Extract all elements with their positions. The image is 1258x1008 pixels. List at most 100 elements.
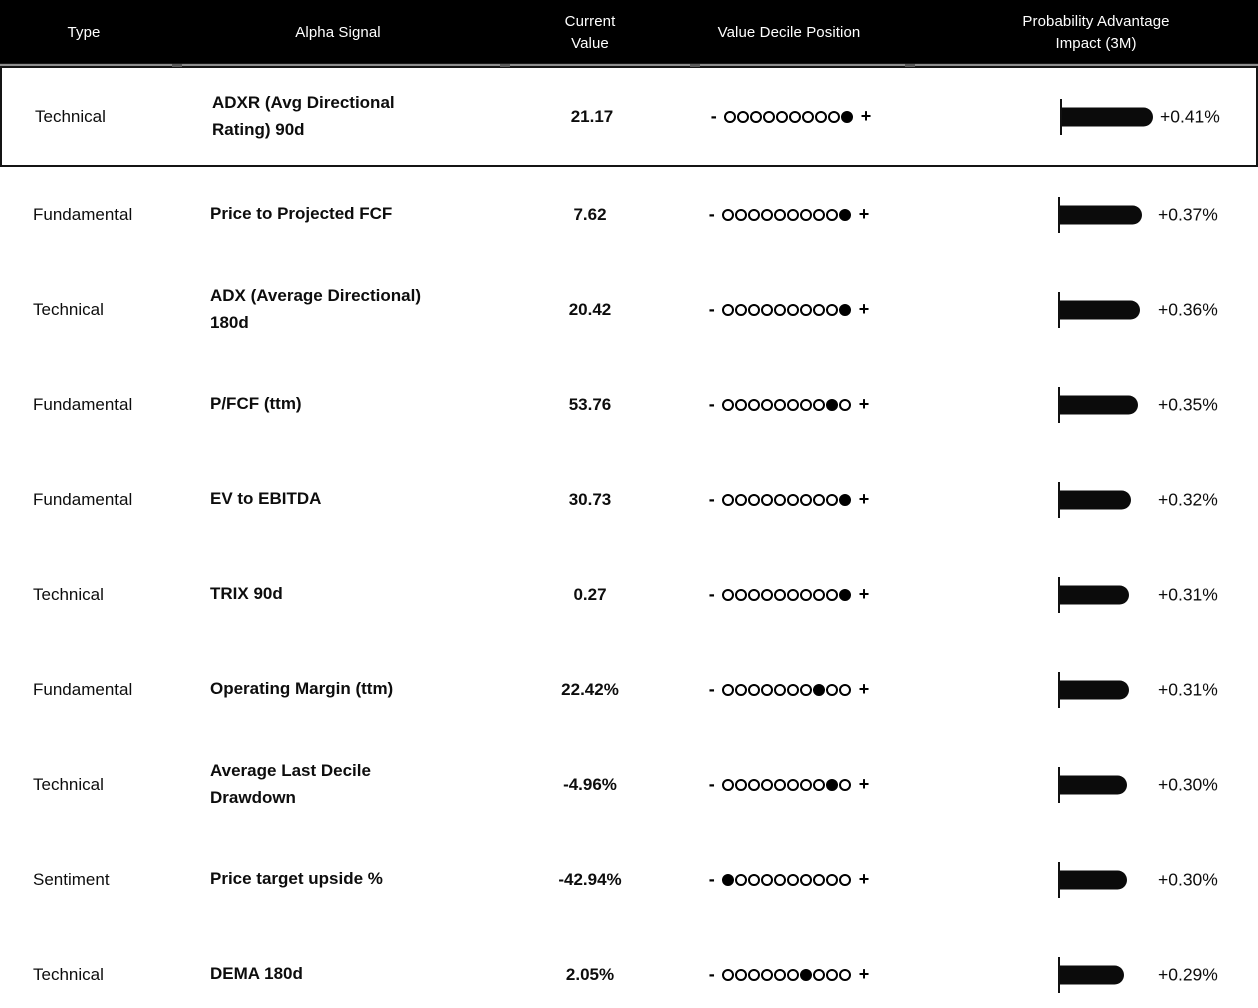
impact-bar xyxy=(1060,300,1140,319)
decile-dots xyxy=(722,873,852,886)
decile-dot xyxy=(761,208,774,221)
signal-label: Average Last Decile Drawdown xyxy=(210,761,371,807)
decile-plus-icon: + xyxy=(858,394,870,414)
decile-dot xyxy=(748,588,761,601)
decile-dot-filled xyxy=(800,968,813,981)
impact-value: +0.30% xyxy=(1158,774,1218,794)
decile-dot xyxy=(774,588,787,601)
type-cell: Technical xyxy=(0,775,168,795)
decile-indicator: - + xyxy=(709,869,870,890)
decile-dot xyxy=(737,110,750,123)
decile-dot xyxy=(800,208,813,221)
table-row[interactable]: Fundamental EV to EBITDA 30.73 - + +0.32… xyxy=(0,452,1258,547)
decile-dot xyxy=(774,303,787,316)
decile-dot-filled xyxy=(839,303,852,316)
decile-dot xyxy=(800,588,813,601)
signal-cell: Operating Margin (ttm) xyxy=(168,676,508,702)
decile-minus-icon: - xyxy=(708,299,715,319)
table-row[interactable]: Technical DEMA 180d 2.05% - + +0.29% xyxy=(0,927,1258,1008)
impact-bar xyxy=(1060,775,1127,794)
current-value: 20.42 xyxy=(568,299,612,319)
decile-dot-filled xyxy=(826,778,839,791)
decile-dot xyxy=(826,683,839,696)
impact-cell: +0.35% xyxy=(906,357,1258,452)
impact-value: +0.37% xyxy=(1158,204,1218,224)
decile-dot xyxy=(722,493,735,506)
decile-dot xyxy=(722,683,735,696)
impact-cell: +0.30% xyxy=(906,737,1258,832)
decile-cell: - + xyxy=(672,299,906,320)
impact-bar-baseline xyxy=(1058,956,1060,993)
impact-value: +0.31% xyxy=(1158,584,1218,604)
impact-bar xyxy=(1060,965,1124,984)
current-value: -4.96% xyxy=(563,774,617,794)
table-row[interactable]: Sentiment Price target upside % -42.94% … xyxy=(0,832,1258,927)
decile-indicator: - + xyxy=(709,964,870,985)
decile-dot xyxy=(800,683,813,696)
decile-dot xyxy=(815,110,828,123)
impact-value: +0.30% xyxy=(1158,869,1218,889)
decile-dot xyxy=(748,493,761,506)
decile-dot xyxy=(789,110,802,123)
decile-dot xyxy=(826,303,839,316)
signal-label: EV to EBITDA xyxy=(210,489,322,509)
decile-indicator: - + xyxy=(709,299,870,320)
col-header-decile-position: Value Decile Position xyxy=(717,24,861,42)
decile-cell: - + xyxy=(674,106,908,127)
decile-dot xyxy=(787,873,800,886)
decile-dot xyxy=(839,398,852,411)
signal-label: TRIX 90d xyxy=(210,584,283,604)
type-cell: Fundamental xyxy=(0,490,168,510)
type-cell: Sentiment xyxy=(0,870,168,890)
type-cell: Fundamental xyxy=(0,395,168,415)
table-row[interactable]: Fundamental Operating Margin (ttm) 22.42… xyxy=(0,642,1258,737)
decile-dot-filled xyxy=(722,873,735,886)
current-value: 53.76 xyxy=(568,394,612,414)
decile-dot xyxy=(735,968,748,981)
decile-dot-filled xyxy=(839,588,852,601)
table-row[interactable]: Fundamental P/FCF (ttm) 53.76 - + +0.35% xyxy=(0,357,1258,452)
impact-value: +0.35% xyxy=(1158,394,1218,414)
decile-dot xyxy=(735,208,748,221)
decile-indicator: - + xyxy=(709,204,870,225)
col-header-impact: Probability Advantage Impact (3M) xyxy=(1022,13,1170,52)
signal-cell: Price target upside % xyxy=(168,866,508,892)
decile-dot xyxy=(774,683,787,696)
decile-dots xyxy=(722,778,852,791)
signal-label: ADX (Average Directional) 180d xyxy=(210,286,421,332)
selection-border-notch xyxy=(172,64,182,67)
type-label: Technical xyxy=(35,106,106,126)
impact-cell: +0.31% xyxy=(906,547,1258,642)
decile-dot xyxy=(839,873,852,886)
impact-bar-baseline xyxy=(1058,386,1060,423)
signal-label: Operating Margin (ttm) xyxy=(210,679,394,699)
decile-indicator: - + xyxy=(709,774,870,795)
table-row[interactable]: Fundamental Price to Projected FCF 7.62 … xyxy=(0,167,1258,262)
col-header-alpha-signal: Alpha Signal xyxy=(295,24,381,42)
current-value-cell: 22.42% xyxy=(508,680,672,700)
impact-cell: +0.37% xyxy=(906,167,1258,262)
table-row[interactable]: Technical Average Last Decile Drawdown -… xyxy=(0,737,1258,832)
decile-dot xyxy=(722,588,735,601)
decile-cell: - + xyxy=(672,774,906,795)
decile-dot xyxy=(787,588,800,601)
decile-dot xyxy=(813,588,826,601)
decile-dot xyxy=(826,208,839,221)
impact-cell: +0.30% xyxy=(906,832,1258,927)
decile-dot xyxy=(813,493,826,506)
decile-dot xyxy=(826,588,839,601)
decile-cell: - + xyxy=(672,489,906,510)
table-row[interactable]: Technical TRIX 90d 0.27 - + +0.31% xyxy=(0,547,1258,642)
decile-minus-icon: - xyxy=(708,869,715,889)
table-row[interactable]: Technical ADX (Average Directional) 180d… xyxy=(0,262,1258,357)
impact-value: +0.31% xyxy=(1158,679,1218,699)
table-row-selected[interactable]: Technical ADXR (Avg Directional Rating) … xyxy=(0,64,1258,169)
signal-cell: TRIX 90d xyxy=(168,581,508,607)
decile-dot xyxy=(802,110,815,123)
decile-indicator: - + xyxy=(711,106,872,127)
current-value-cell: 30.73 xyxy=(508,490,672,510)
current-value-cell: 2.05% xyxy=(508,965,672,985)
decile-dot xyxy=(724,110,737,123)
decile-dot xyxy=(774,398,787,411)
decile-indicator: - + xyxy=(709,489,870,510)
